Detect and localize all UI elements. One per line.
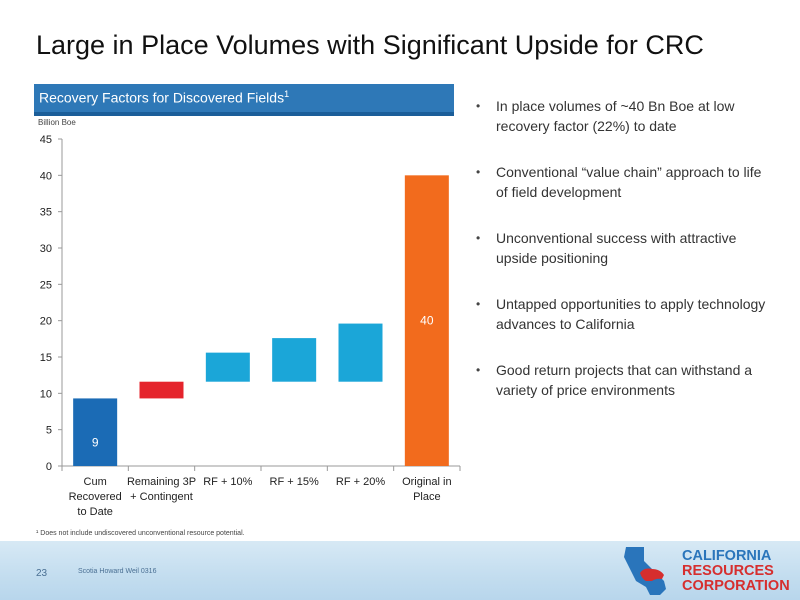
y-tick-label: 40 [40, 170, 52, 182]
bullet-item: • In place volumes of ~40 Bn Boe at low r… [472, 96, 772, 136]
x-tick-label: Cum [84, 476, 107, 488]
y-axis-unit-label: Billion Boe [38, 118, 76, 127]
x-tick-label: RF + 20% [336, 476, 385, 488]
bullet-item: • Conventional “value chain” approach to … [472, 162, 772, 202]
waterfall-chart: 0 5 10 15 20 25 30 35 40 45 Cum Recovered to Date Rem… [40, 134, 461, 518]
chart-header-bar: Recovery Factors for Discovered Fields1 [34, 84, 454, 116]
y-tick-label: 25 [40, 279, 52, 291]
logo-line-resources: RESOURCES [682, 563, 774, 579]
page-number: 23 [36, 568, 48, 579]
bar [139, 381, 184, 399]
bullet-text: Conventional “value chain” approach to l… [496, 164, 762, 200]
bar [73, 398, 118, 466]
chart-title-text: Recovery Factors for Discovered Fields [39, 89, 285, 106]
bullet-dot-icon: • [476, 231, 481, 245]
y-tick-label: 30 [40, 243, 52, 255]
bar [404, 175, 449, 467]
x-tick-label: Place [413, 491, 441, 503]
bullet-dot-icon: • [476, 99, 481, 113]
x-tick-label: to Date [77, 506, 112, 518]
bullet-text: In place volumes of ~40 Bn Boe at low re… [496, 98, 735, 134]
slide-title: Large in Place Volumes with Significant … [36, 30, 704, 60]
y-tick-label: 35 [40, 207, 52, 219]
bullet-dot-icon: • [476, 165, 481, 179]
x-tick-label: RF + 10% [203, 476, 252, 488]
x-tick-label: Remaining 3P [127, 476, 196, 488]
bullet-item: • Good return projects that can withstand… [472, 360, 772, 400]
y-tick-label: 0 [46, 461, 52, 473]
bullet-text: Good return projects that can withstand … [496, 362, 753, 398]
bar [205, 352, 250, 382]
chart-title-footnote-mark: 1 [284, 89, 290, 99]
company-logo-text: CALIFORNIA RESOURCES CORPORATION [682, 549, 790, 594]
x-tick-label: RF + 15% [270, 476, 319, 488]
footnote: ¹ Does not include undiscovered unconven… [36, 530, 245, 537]
footer-text: Scotia Howard Weil 0316 [78, 568, 157, 575]
bar [272, 338, 317, 382]
bullet-list: • In place volumes of ~40 Bn Boe at low r… [472, 96, 772, 426]
california-map-icon [624, 547, 666, 595]
x-tick-label: Recovered [69, 491, 122, 503]
bullet-item: • Unconventional success with attractive … [472, 228, 772, 268]
x-tick-label: Original in [402, 476, 452, 488]
y-tick-label: 45 [40, 134, 52, 146]
bullet-text: Untapped opportunities to apply technolo… [496, 296, 766, 332]
bullet-item: • Untapped opportunities to apply technol… [472, 294, 772, 334]
footer-band [0, 541, 800, 600]
y-tick-label: 15 [40, 352, 52, 364]
bullet-dot-icon: • [476, 363, 481, 377]
y-tick-label: 10 [40, 388, 52, 400]
data-label: 9 [92, 435, 99, 449]
data-label: 40 [420, 314, 434, 328]
y-tick-label: 20 [40, 316, 52, 328]
bullet-text: Unconventional success with attractive u… [496, 230, 737, 266]
x-tick-label: + Contingent [130, 491, 193, 503]
chart-title: Recovery Factors for Discovered Fields1 [39, 89, 289, 106]
logo-line-corporation: CORPORATION [682, 578, 790, 594]
logo-line-california: CALIFORNIA [682, 548, 772, 564]
bullet-dot-icon: • [476, 297, 481, 311]
y-tick-label: 5 [46, 425, 52, 437]
bar [338, 323, 383, 382]
